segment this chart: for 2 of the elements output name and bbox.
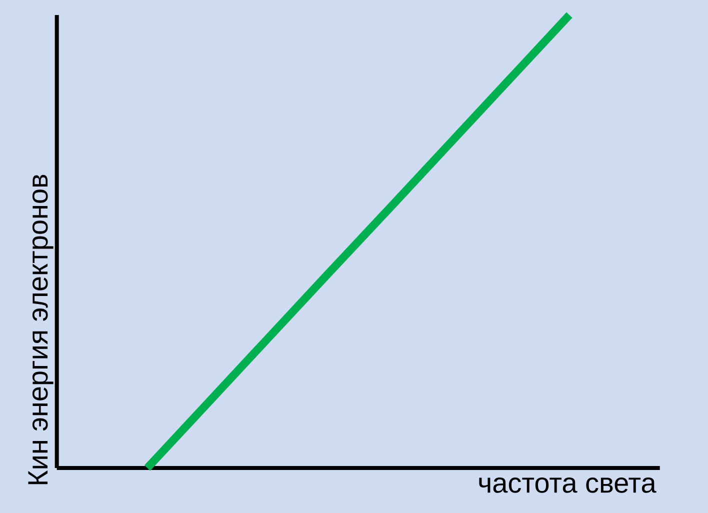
x-axis-title: частота света [479, 478, 656, 493]
y-axis-title: Кин энергия электронов [28, 174, 54, 484]
